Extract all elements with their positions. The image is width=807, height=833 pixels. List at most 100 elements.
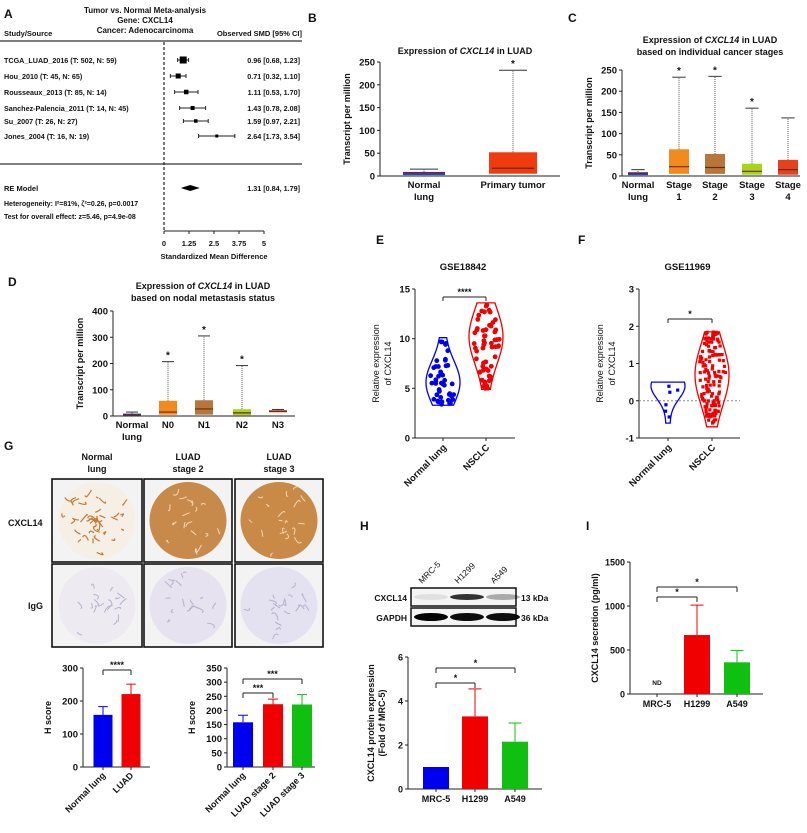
y-tick-label: 150 [206,720,222,731]
protein-band [414,613,448,621]
data-point [428,373,434,379]
tissue-texture [119,598,127,606]
x-tick-label: 4 [785,192,791,203]
data-point [702,341,707,346]
data-point [710,367,714,371]
tissue-texture [272,602,281,609]
forest-title: Cancer: Adenocarcinoma [97,26,194,35]
data-point [475,316,481,322]
model-diamond [180,185,200,191]
y-tick-label: 350 [206,664,222,675]
data-point [717,369,721,373]
data-point [706,371,711,375]
data-point [439,401,444,407]
data-point [490,320,496,325]
bar [502,741,528,789]
tissue-texture [82,534,89,541]
x-tick-label: N1 [198,420,211,431]
significance-label: *** [253,683,264,693]
forest-title: Gene: CXCL14 [117,16,173,25]
data-point [443,342,448,347]
tissue-texture [166,539,170,544]
bar-group: A549 [502,722,528,804]
chart-title: GSE11969 [665,262,711,273]
data-point [701,364,705,368]
tissue-texture [70,518,76,525]
data-point [706,336,710,340]
bar [292,704,312,767]
protein-band [486,613,520,621]
data-point [705,330,709,334]
data-point [438,369,444,375]
data-point [712,383,716,387]
x-tick-label: N3 [272,420,284,431]
ihc-column-label: Normal [81,452,112,462]
tissue-texture [293,500,301,508]
ihc-column-label: stage 3 [263,464,294,474]
chart-title-line2: based on nodal metastasis status [131,293,275,303]
tissue-texture [297,604,305,610]
chart-title: Expression of CXCL14 in LUAD [643,35,778,45]
tissue-texture [182,512,190,517]
band-name: CXCL14 [374,593,407,603]
data-point [703,405,707,409]
data-point [712,412,716,416]
tissue-texture [111,538,116,541]
box [778,159,798,175]
violin-E: GSE18842 0 5 10 15 Relative expression of CXCL… [371,262,515,489]
data-point [708,360,712,364]
y-tick-label: 0 [217,763,222,774]
x-tick-label: 3.75 [232,239,247,248]
violin-outline [425,337,461,406]
tissue-texture [294,536,302,544]
tissue-texture [285,533,290,540]
tissue-texture [113,619,118,626]
data-point [474,326,480,331]
y-axis-label: Transcript per million [75,318,85,410]
y-axis-label: (Fold of MRC-5) [377,690,387,757]
tissue-texture [277,510,286,518]
x-tick-label: Normal [408,180,441,191]
x-tick-label: lung [628,192,648,203]
x-tick-label: Stage [739,180,765,191]
data-point [698,371,702,375]
bar [93,714,113,767]
tissue-texture [189,599,194,606]
panel-label-C: C [568,11,577,25]
data-point [492,329,498,335]
overall-effect-text: Test for overall effect: z=5.46, p=4.9e-… [4,214,136,221]
significance-star: * [750,97,754,108]
data-point [703,399,707,403]
data-point [663,409,668,413]
data-point [668,390,672,394]
study-smd: 1.11 [0.53, 1.70] [248,88,300,97]
y-tick-label: 50 [606,150,617,161]
y-tick-label: 150 [601,108,617,119]
box [159,400,177,415]
tissue-texture [122,499,128,506]
title-part: CXCL14 [460,46,495,56]
tissue-texture [195,544,202,553]
data-point [701,360,705,364]
y-axis-label: Transcript per million [584,77,594,169]
y-tick-label: 3 [629,285,634,296]
tissue-texture [185,521,193,527]
data-point [667,384,671,388]
tissue-texture [115,597,121,600]
data-point [700,392,704,397]
y-tick-label: 300 [62,664,78,675]
title-part: in LUAD [739,35,777,45]
tissue-texture [71,517,80,521]
data-point [431,396,437,402]
y-tick-label: 100 [206,734,222,745]
significance-label: *** [267,669,278,679]
data-point [482,340,487,346]
panel-label-D: D [8,275,17,289]
data-point [711,364,715,368]
y-tick-label: 300 [206,678,222,689]
data-point [704,343,709,347]
data-point [716,331,720,335]
x-tick-label: 5 [262,239,266,248]
ihc-column-label: LUAD [267,452,292,462]
